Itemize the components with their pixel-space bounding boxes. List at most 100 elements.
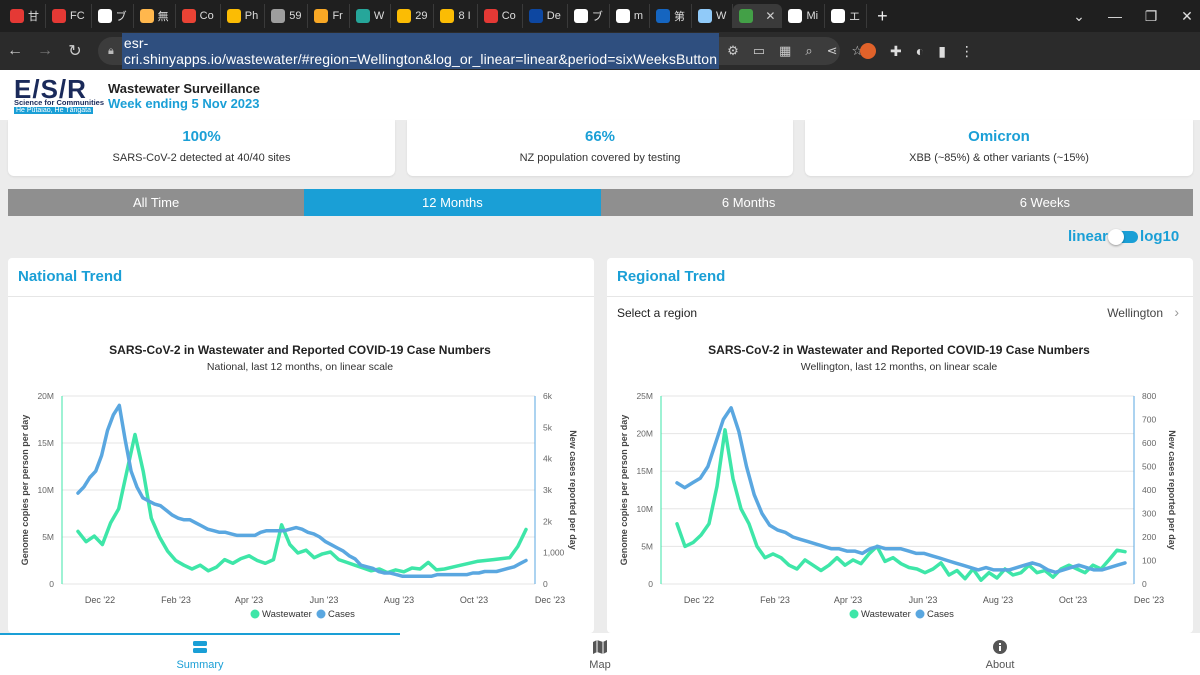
- x-tick-label: Oct '23: [1059, 595, 1087, 605]
- tab-label: 無: [157, 11, 169, 23]
- url-text[interactable]: esr-cri.shinyapps.io/wastewater/#region=…: [121, 33, 720, 69]
- y-right-tick-label: 6k: [543, 391, 553, 401]
- tab-6-months[interactable]: 6 Months: [600, 189, 897, 216]
- tab-favicon-icon: [97, 9, 112, 23]
- browser-tab[interactable]: Mi: [782, 4, 826, 28]
- esr-logo[interactable]: E/S/R: [14, 74, 87, 104]
- chevron-right-icon[interactable]: ›: [1174, 304, 1179, 320]
- y-right-tick-label: 1,000: [543, 548, 565, 558]
- tab-favicon-icon: [739, 9, 754, 23]
- stat-value: Omicron: [968, 128, 1030, 145]
- tab-search-icon[interactable]: ⌄: [1073, 7, 1085, 24]
- region-select[interactable]: Wellington: [1107, 306, 1163, 320]
- browser-tab[interactable]: 29: [391, 4, 435, 28]
- browser-tab[interactable]: 59: [265, 4, 309, 28]
- nav-about[interactable]: About: [950, 639, 1050, 671]
- legend-cases-label: Cases: [328, 609, 355, 620]
- tab-12-months[interactable]: 12 Months: [304, 189, 601, 216]
- y-right-tick-label: 4k: [543, 454, 553, 464]
- tab-6-weeks[interactable]: 6 Weeks: [896, 189, 1193, 216]
- tab-label: Co: [199, 10, 214, 22]
- window-controls: ⌄ — ❐ ✕: [1072, 0, 1194, 32]
- nav-map[interactable]: Map: [550, 639, 650, 671]
- browser-tab[interactable]: Co: [478, 4, 523, 28]
- y-tick-label: 20M: [37, 391, 54, 401]
- scale-toggle[interactable]: linear log10: [1068, 228, 1179, 245]
- scale-switch[interactable]: [1108, 228, 1139, 245]
- national-trend-panel: National Trend SARS-CoV-2 in Wastewater …: [8, 258, 594, 633]
- menu-icon[interactable]: ⋮: [959, 42, 974, 59]
- browser-tab[interactable]: エ: [825, 4, 868, 28]
- tab-label: m: [633, 10, 644, 22]
- new-tab-button[interactable]: +: [877, 5, 888, 26]
- browser-tab[interactable]: ブ: [568, 4, 610, 28]
- tab-favicon-icon: [226, 9, 241, 23]
- site-settings-icon[interactable]: ⚙: [727, 43, 739, 58]
- national-chart: SARS-CoV-2 in Wastewater and Reported CO…: [20, 343, 578, 620]
- chart-subtitle: National, last 12 months, on linear scal…: [207, 361, 393, 373]
- zoom-icon[interactable]: ⌕: [805, 43, 813, 58]
- minimize-button[interactable]: —: [1108, 8, 1122, 24]
- tab-favicon-icon: [314, 9, 329, 23]
- y-right-tick-label: 5k: [543, 422, 553, 432]
- forward-button[interactable]: →: [37, 42, 53, 59]
- profile-icon[interactable]: ◐: [915, 43, 925, 59]
- browser-tab[interactable]: Fr: [308, 4, 350, 28]
- browser-tab[interactable]: m: [610, 4, 651, 28]
- legend-wastewater-label: Wastewater: [861, 609, 911, 620]
- browser-tab[interactable]: De: [523, 4, 568, 28]
- browser-tab[interactable]: Ph: [221, 4, 266, 28]
- restore-button[interactable]: ❐: [1144, 7, 1158, 24]
- back-button[interactable]: ←: [7, 42, 23, 59]
- lock-icon[interactable]: 🔒︎: [108, 44, 114, 57]
- close-tab-icon[interactable]: ✕: [765, 9, 776, 23]
- switch-knob[interactable]: [1108, 228, 1125, 245]
- browser-tab[interactable]: 第: [650, 4, 693, 28]
- reload-button[interactable]: ↻: [68, 43, 82, 60]
- address-bar[interactable]: 🔒︎ esr-cri.shinyapps.io/wastewater/#regi…: [98, 33, 863, 69]
- side-panel-icon[interactable]: ▮: [938, 42, 946, 59]
- panel-title: Regional Trend: [617, 268, 726, 285]
- stat-value: 66%: [584, 128, 616, 145]
- stat-card-coverage: 66% NZ population covered by testing: [407, 120, 793, 176]
- tab-favicon-icon: [528, 9, 543, 23]
- tab-favicon-icon: [483, 9, 498, 23]
- browser-tab[interactable]: W: [350, 4, 392, 28]
- chart-title: SARS-CoV-2 in Wastewater and Reported CO…: [708, 343, 1090, 357]
- active-indicator: [0, 633, 400, 635]
- browser-tab[interactable]: ブ: [92, 4, 134, 28]
- y-right-tick-label: 0: [1142, 579, 1147, 589]
- browser-tab[interactable]: W: [692, 4, 734, 28]
- site-header: E/S/R Science for Communities He Pūtaiao…: [0, 70, 1200, 120]
- close-window-button[interactable]: ✕: [1181, 7, 1193, 24]
- tab-label: 甘: [28, 11, 39, 23]
- y-right-tick-label: 500: [1142, 462, 1156, 472]
- nav-summary[interactable]: Summary: [150, 639, 250, 671]
- bottom-nav: Summary Map About: [0, 633, 1200, 675]
- tab-all-time[interactable]: All Time: [8, 189, 305, 216]
- share-icon[interactable]: ⋖: [826, 43, 838, 58]
- cast-icon[interactable]: ▭: [752, 43, 766, 58]
- scale-linear-label[interactable]: linear: [1068, 228, 1109, 245]
- y-tick-label: 5M: [641, 541, 653, 551]
- chart-title: SARS-CoV-2 in Wastewater and Reported CO…: [109, 343, 491, 357]
- browser-toolbar: ← → ↻ 🔒︎ esr-cri.shinyapps.io/wastewater…: [0, 32, 1200, 70]
- browser-tab[interactable]: 無: [134, 4, 176, 28]
- qr-icon[interactable]: ▦: [779, 43, 792, 58]
- browser-tab[interactable]: Co: [176, 4, 221, 28]
- browser-tab[interactable]: FC: [46, 4, 92, 28]
- week-ending: Week ending 5 Nov 2023: [108, 96, 260, 111]
- extension-icon[interactable]: [860, 43, 876, 59]
- tab-label: Co: [501, 10, 516, 22]
- bookmark-star-icon[interactable]: ☆: [851, 43, 864, 58]
- browser-tab[interactable]: 甘: [4, 4, 46, 28]
- legend-wastewater-marker: [250, 609, 260, 619]
- browser-tab[interactable]: 8 I: [434, 4, 478, 28]
- puzzle-icon[interactable]: ✚: [890, 42, 902, 59]
- browser-tab[interactable]: ✕: [733, 4, 783, 28]
- scale-log10-label[interactable]: log10: [1140, 228, 1180, 245]
- logo-tagline-maori: He Pūtaiao, He Tāngata: [14, 107, 93, 114]
- x-tick-label: Apr '23: [235, 595, 263, 605]
- tab-favicon-icon: [656, 9, 671, 23]
- info-icon: [993, 640, 1007, 654]
